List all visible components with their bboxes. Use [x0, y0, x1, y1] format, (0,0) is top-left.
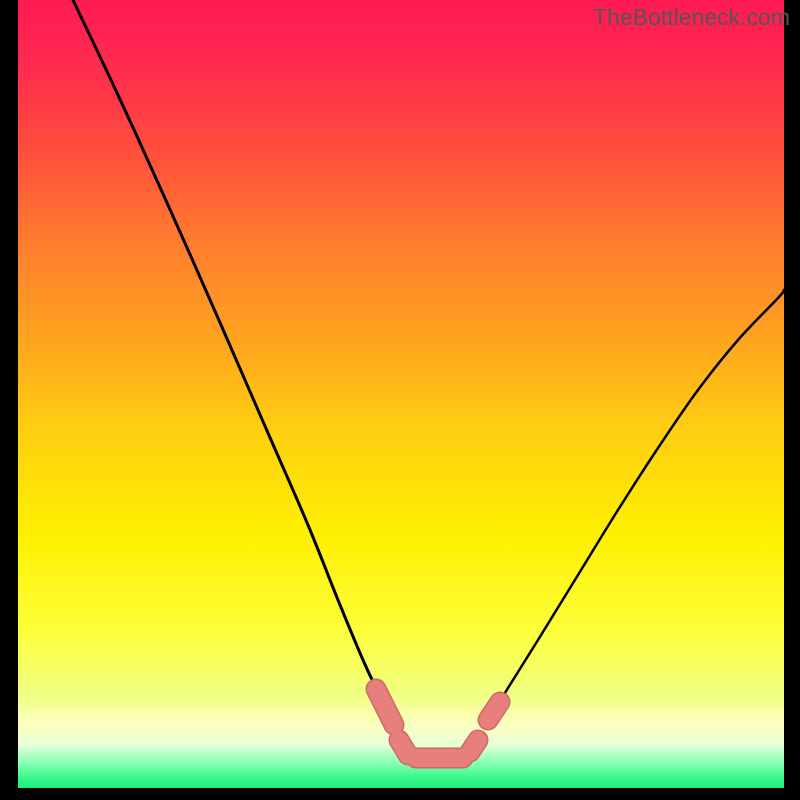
bottleneck-chart: TheBottleneck.com [0, 0, 800, 800]
watermark-text: TheBottleneck.com [593, 4, 790, 31]
chart-svg [0, 0, 800, 800]
